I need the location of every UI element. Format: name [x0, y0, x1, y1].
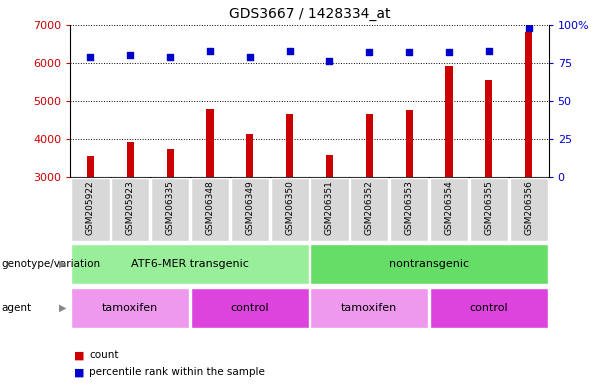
Bar [485, 80, 492, 177]
Text: control: control [230, 303, 269, 313]
Bar [406, 110, 413, 177]
Point [245, 54, 255, 60]
Bar [207, 109, 213, 177]
Text: ATF6-MER transgenic: ATF6-MER transgenic [131, 259, 249, 269]
Bar [71, 244, 309, 284]
Bar [191, 288, 309, 328]
Text: tamoxifen: tamoxifen [341, 303, 397, 313]
Text: genotype/variation: genotype/variation [1, 259, 101, 269]
Bar [246, 134, 253, 177]
Text: ■: ■ [74, 367, 84, 377]
Point [405, 49, 414, 55]
Text: tamoxifen: tamoxifen [102, 303, 158, 313]
Point [484, 48, 494, 54]
Bar [390, 178, 428, 241]
Bar [310, 178, 349, 241]
Bar [430, 288, 548, 328]
Point [524, 25, 533, 31]
Text: GSM206351: GSM206351 [325, 180, 334, 235]
Bar [350, 178, 389, 241]
Bar [326, 155, 333, 177]
Text: nontransgenic: nontransgenic [389, 259, 469, 269]
Text: control: control [470, 303, 508, 313]
Bar [366, 114, 373, 177]
Bar [87, 156, 94, 177]
Bar [286, 114, 293, 177]
Bar [151, 178, 189, 241]
Text: GSM205923: GSM205923 [126, 180, 135, 235]
Bar [230, 178, 269, 241]
Point [166, 54, 175, 60]
Bar [270, 178, 309, 241]
Text: GSM206355: GSM206355 [484, 180, 493, 235]
Text: GSM206352: GSM206352 [365, 180, 374, 235]
Text: count: count [89, 350, 118, 360]
Text: GSM206350: GSM206350 [285, 180, 294, 235]
Text: GSM206353: GSM206353 [405, 180, 414, 235]
Text: ▶: ▶ [59, 259, 67, 269]
Text: GSM205922: GSM205922 [86, 180, 95, 235]
Point [205, 48, 215, 54]
Bar [71, 288, 189, 328]
Point [86, 54, 96, 60]
Text: GSM206335: GSM206335 [166, 180, 175, 235]
Bar [167, 149, 173, 177]
Bar [310, 288, 428, 328]
Point [284, 48, 294, 54]
Point [125, 52, 135, 58]
Bar [191, 178, 229, 241]
Point [325, 58, 335, 65]
Title: GDS3667 / 1428334_at: GDS3667 / 1428334_at [229, 7, 390, 21]
Text: percentile rank within the sample: percentile rank within the sample [89, 367, 265, 377]
Bar [525, 32, 532, 177]
Bar [446, 66, 452, 177]
Bar [430, 178, 468, 241]
Bar [127, 142, 134, 177]
Point [444, 49, 454, 55]
Text: GSM206348: GSM206348 [205, 180, 215, 235]
Bar [71, 178, 110, 241]
Bar [470, 178, 508, 241]
Bar [310, 244, 548, 284]
Text: GSM206354: GSM206354 [444, 180, 454, 235]
Text: ▶: ▶ [59, 303, 67, 313]
Text: ■: ■ [74, 350, 84, 360]
Bar [509, 178, 548, 241]
Point [364, 49, 374, 55]
Text: GSM206356: GSM206356 [524, 180, 533, 235]
Text: agent: agent [1, 303, 31, 313]
Text: GSM206349: GSM206349 [245, 180, 254, 235]
Bar [111, 178, 150, 241]
